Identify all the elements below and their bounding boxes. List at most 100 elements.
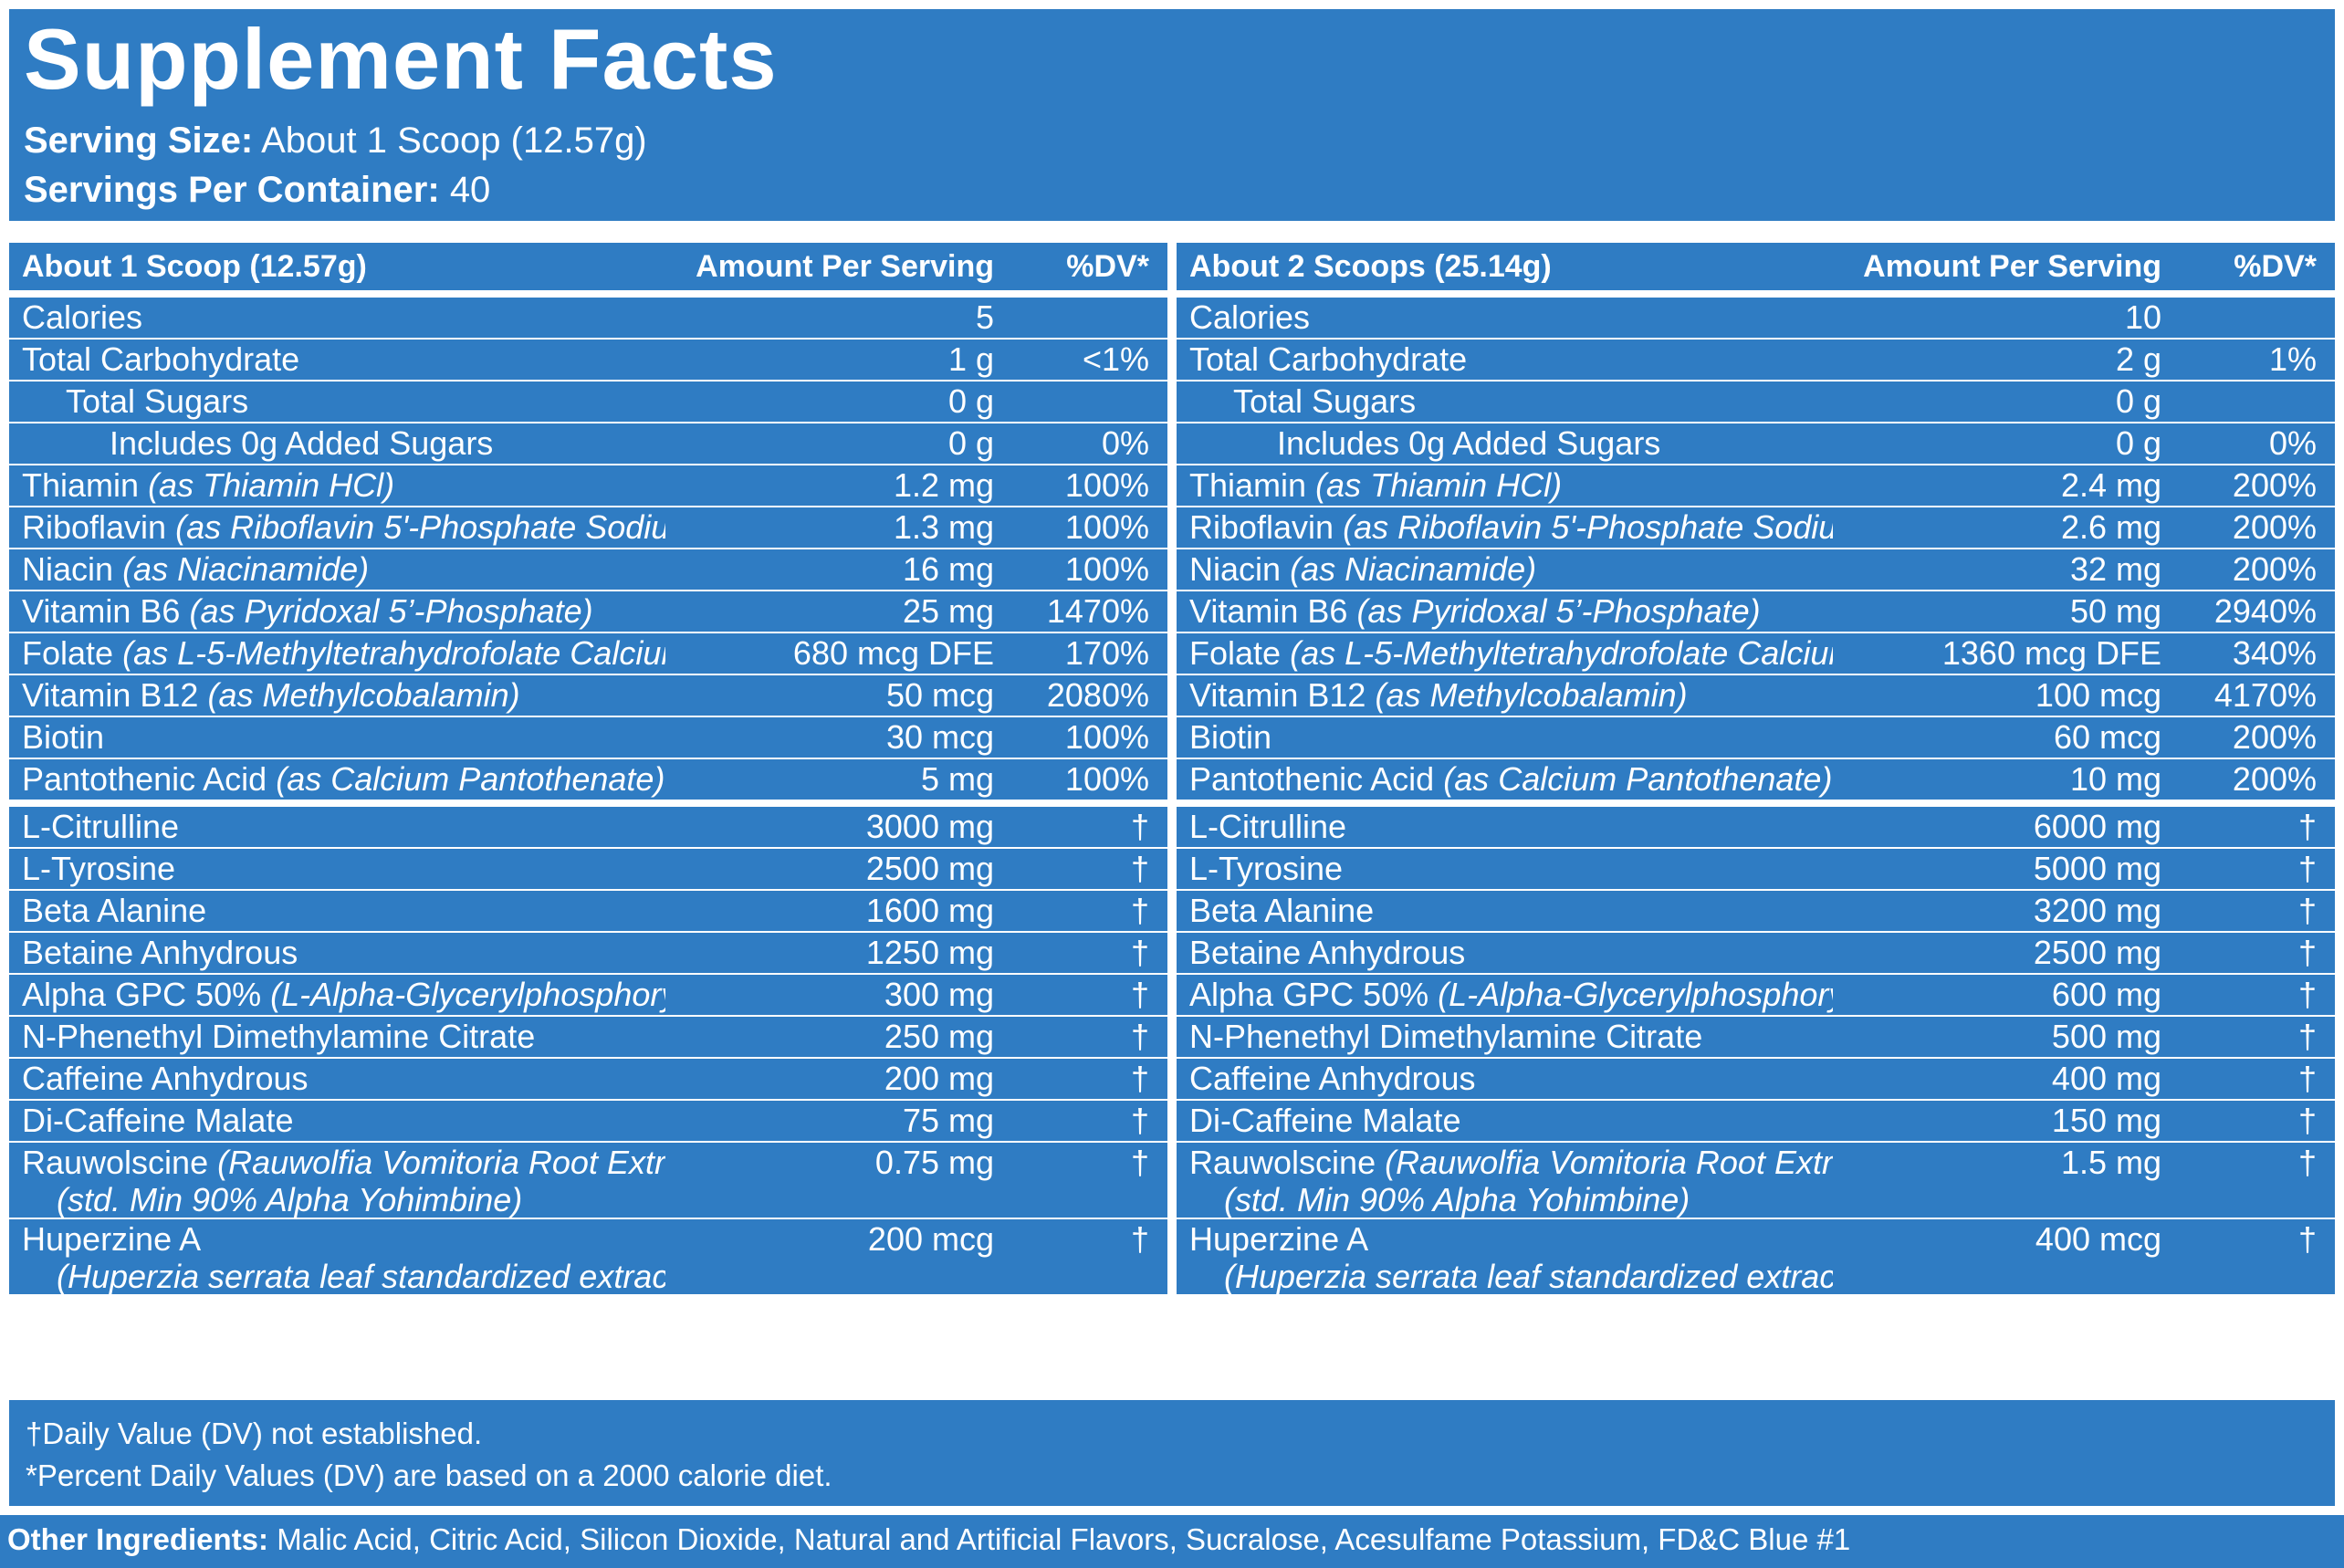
amount-value: 32 mg xyxy=(2069,550,2161,588)
nutrient-form: (as Thiamin HCl) xyxy=(148,466,395,504)
nutrient-label: Niacin xyxy=(1189,550,1282,588)
table-row: Includes 0g Added Sugars 0 g 0% xyxy=(9,423,1167,465)
dv-header: %DV* xyxy=(1066,249,1149,284)
dv-value: † xyxy=(1130,1102,1149,1139)
column-two-scoops: About 2 Scoops (25.14g) Amount Per Servin… xyxy=(1177,243,2335,1393)
dv-value: 340% xyxy=(2232,634,2317,672)
table-row: Niacin (as Niacinamide) 16 mg 100% xyxy=(9,549,1167,591)
ingredient-name: N-Phenethyl Dimethylamine Citrate xyxy=(9,1017,665,1057)
nutrient-name: Thiamin (as Thiamin HCl) xyxy=(9,465,665,506)
amount-value: 60 mcg xyxy=(2053,718,2161,756)
nutrient-name: Folate (as L-5-Methyltetrahydrofolate Ca… xyxy=(1177,633,1833,674)
other-ingredients: Other Ingredients: Malic Acid, Citric Ac… xyxy=(0,1515,2344,1568)
ingredient-name: Betaine Anhydrous xyxy=(1177,933,1833,973)
table-row: Folate (as L-5-Methyltetrahydrofolate Ca… xyxy=(9,633,1167,675)
amount-value: 600 mg xyxy=(2051,976,2161,1013)
nutrient-name: Total Carbohydrate xyxy=(1177,340,1833,380)
table-row: Vitamin B12 (as Methylcobalamin) 50 mcg 20… xyxy=(9,675,1167,717)
table-row: Niacin (as Niacinamide) 32 mg 200% xyxy=(1177,549,2335,591)
dv-value: 100% xyxy=(1064,760,1149,798)
dv-value: † xyxy=(2297,1060,2317,1097)
amount-value: 680 mcg DFE xyxy=(792,634,994,672)
table-row: Alpha GPC 50% (L-Alpha-Glycerylphosphory… xyxy=(1177,975,2335,1017)
dv-value: 200% xyxy=(2232,508,2317,546)
dv-value: <1% xyxy=(1082,340,1149,378)
amount-value: 0 g xyxy=(947,382,994,420)
amount-value: 500 mg xyxy=(2051,1018,2161,1055)
nutrient-form: (as Riboflavin 5'-Phosphate Sodium) xyxy=(175,508,665,546)
table-row: Pantothenic Acid (as Calcium Pantothenat… xyxy=(9,759,1167,800)
other-ingredients-label: Other Ingredients: xyxy=(7,1522,269,1556)
ingredient-label: Huperzine A xyxy=(1189,1220,1369,1258)
ingredient-name: Caffeine Anhydrous xyxy=(1177,1059,1833,1099)
nutrient-label: Includes 0g Added Sugars xyxy=(1277,424,1661,462)
dv-value: 100% xyxy=(1064,508,1149,546)
nutrient-form: (as Methylcobalamin) xyxy=(207,676,520,714)
table-row: N-Phenethyl Dimethylamine Citrate 500 mg † xyxy=(1177,1017,2335,1059)
nutrient-name: Riboflavin (as Riboflavin 5'-Phosphate S… xyxy=(1177,507,1833,548)
ingredient-subtext: (std. Min 90% Alpha Yohimbine) xyxy=(1224,1181,1690,1218)
ingredient-label: Betaine Anhydrous xyxy=(1189,934,1466,971)
column-header: About 1 Scoop (12.57g) Amount Per Serving… xyxy=(9,243,1167,290)
table-row: Betaine Anhydrous 2500 mg † xyxy=(1177,933,2335,975)
dv-value: 200% xyxy=(2232,466,2317,504)
ingredient-label: Caffeine Anhydrous xyxy=(1189,1060,1476,1097)
column-header-row: About 1 Scoop (12.57g) Amount Per Serving… xyxy=(9,243,1167,290)
nutrient-label: Total Sugars xyxy=(1233,382,1417,420)
nutrient-name: Biotin xyxy=(9,717,665,758)
ingredient-label: Alpha GPC 50% xyxy=(22,976,262,1013)
nutrient-label: Folate xyxy=(22,634,114,672)
dv-value: † xyxy=(2297,892,2317,929)
amount-header: Amount Per Serving xyxy=(1863,249,2161,284)
column-one-scoop: About 1 Scoop (12.57g) Amount Per Serving… xyxy=(9,243,1167,1393)
dv-value: 170% xyxy=(1064,634,1149,672)
table-row: Total Sugars 0 g xyxy=(9,382,1167,423)
nutrient-form: (as Niacinamide) xyxy=(1290,550,1537,588)
ingredient-name: Rauwolscine (Rauwolfia Vomitoria Root Ex… xyxy=(1177,1143,1833,1218)
nutrient-name: Biotin xyxy=(1177,717,1833,758)
ingredient-name: L-Citrulline xyxy=(9,807,665,847)
amount-value: 3200 mg xyxy=(2033,892,2161,929)
dv-value: † xyxy=(2297,808,2317,845)
ingredient-label: Di-Caffeine Malate xyxy=(1189,1102,1461,1139)
nutrient-name: Riboflavin (as Riboflavin 5'-Phosphate S… xyxy=(9,507,665,548)
dv-value: † xyxy=(1130,892,1149,929)
nutrient-form: (as Calcium Pantothenate) xyxy=(1443,760,1833,798)
ingredient-name: Alpha GPC 50% (L-Alpha-Glycerylphosphory… xyxy=(9,975,665,1015)
dv-value: † xyxy=(2297,1220,2317,1258)
amount-value: 50 mg xyxy=(2069,592,2161,630)
nutrient-name: Total Sugars xyxy=(9,382,665,422)
table-row: Total Sugars 0 g xyxy=(1177,382,2335,423)
amount-value: 5000 mg xyxy=(2033,850,2161,887)
amount-value: 200 mcg xyxy=(867,1220,994,1258)
dv-value: 0% xyxy=(2268,424,2317,462)
dv-value: 2080% xyxy=(1046,676,1149,714)
ingredient-form: (Rauwolfia Vomitoria Root Extract) xyxy=(1385,1144,1833,1181)
table-row: L-Tyrosine 2500 mg † xyxy=(9,849,1167,891)
table-row: N-Phenethyl Dimethylamine Citrate 250 mg † xyxy=(9,1017,1167,1059)
table-row: Rauwolscine (Rauwolfia Vomitoria Root Ex… xyxy=(1177,1143,2335,1219)
ingredient-label: N-Phenethyl Dimethylamine Citrate xyxy=(1189,1018,1703,1055)
amount-value: 1600 mg xyxy=(865,892,994,929)
ingredient-label: Caffeine Anhydrous xyxy=(22,1060,309,1097)
nutrient-label: Biotin xyxy=(22,718,105,756)
table-row: Riboflavin (as Riboflavin 5'-Phosphate S… xyxy=(9,507,1167,549)
footnote-percent: *Percent Daily Values (DV) are based on … xyxy=(26,1458,832,1492)
table-row: Calories 5 xyxy=(9,298,1167,340)
vitamins-section: Calories 10 Total Carbohydrate 2 g 1% Total S… xyxy=(1177,298,2335,800)
nutrient-form: (as Calcium Pantothenate) xyxy=(276,760,665,798)
table-row: Folate (as L-5-Methyltetrahydrofolate Ca… xyxy=(1177,633,2335,675)
footnotes: †Daily Value (DV) not established. *Perc… xyxy=(9,1400,2335,1506)
table-row: Caffeine Anhydrous 200 mg † xyxy=(9,1059,1167,1101)
nutrient-name: Pantothenic Acid (as Calcium Pantothenat… xyxy=(1177,759,1833,800)
ingredient-name: N-Phenethyl Dimethylamine Citrate xyxy=(1177,1017,1833,1057)
nutrient-form: (as Pyridoxal 5’-Phosphate) xyxy=(1356,592,1761,630)
nutrient-label: Thiamin xyxy=(22,466,140,504)
ingredient-name: Betaine Anhydrous xyxy=(9,933,665,973)
servings-per-value: 40 xyxy=(449,170,491,210)
amount-value: 300 mg xyxy=(884,976,994,1013)
amount-value: 1.3 mg xyxy=(893,508,994,546)
nutrient-label: Folate xyxy=(1189,634,1282,672)
nutrient-label: Total Carbohydrate xyxy=(22,340,300,378)
serving-size: Serving Size: About 1 Scoop (12.57g) xyxy=(24,120,647,161)
